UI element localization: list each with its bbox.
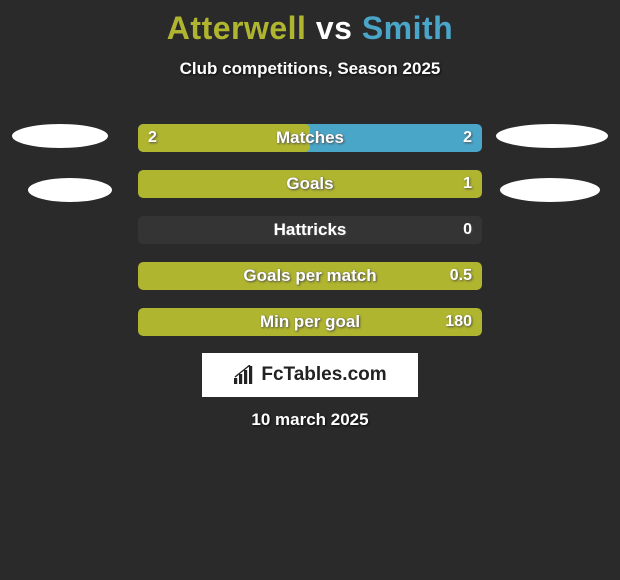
stat-row: Min per goal180	[138, 308, 482, 336]
date-label: 10 march 2025	[0, 410, 620, 430]
page-title: Atterwell vs Smith	[0, 0, 620, 47]
stat-row: Goals per match0.5	[138, 262, 482, 290]
stat-row: Goals1	[138, 170, 482, 198]
title-player2: Smith	[362, 10, 453, 46]
title-player1: Atterwell	[167, 10, 307, 46]
logo-text: FcTables.com	[261, 364, 386, 386]
avatar-ellipse	[500, 178, 600, 202]
stat-value-right: 180	[445, 308, 472, 336]
stat-value-right: 0.5	[450, 262, 472, 290]
stat-value-right: 0	[463, 216, 472, 244]
stat-label: Hattricks	[138, 216, 482, 244]
stat-value-right: 1	[463, 170, 472, 198]
stat-label: Goals per match	[138, 262, 482, 290]
stat-row: Matches2 2	[138, 124, 482, 152]
stat-label: Matches	[138, 124, 482, 152]
stat-value-left: 2	[148, 124, 157, 152]
fctables-logo: FcTables.com	[202, 353, 418, 397]
stat-row: Hattricks0	[138, 216, 482, 244]
bar-chart-icon	[233, 365, 255, 385]
stat-label: Goals	[138, 170, 482, 198]
stat-label: Min per goal	[138, 308, 482, 336]
avatar-ellipse	[496, 124, 608, 148]
avatar-ellipse	[28, 178, 112, 202]
stat-value-right: 2	[463, 124, 472, 152]
subtitle: Club competitions, Season 2025	[0, 59, 620, 79]
title-vs: vs	[306, 10, 361, 46]
avatar-ellipse	[12, 124, 108, 148]
